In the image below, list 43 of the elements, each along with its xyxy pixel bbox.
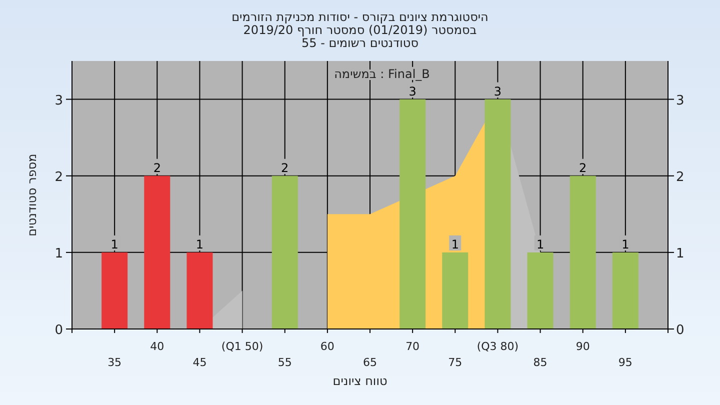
data-label: 1 <box>536 237 544 252</box>
chart-title: היסטוגרמת ציונים בקורס - יסודות מכניקת הזורמים <box>232 10 488 24</box>
data-label: 3 <box>408 84 416 98</box>
x-tick-label: 75 <box>448 356 462 369</box>
x-tick-label: 95 <box>618 356 632 369</box>
bar <box>400 99 426 329</box>
data-label: 1 <box>451 237 459 252</box>
x-tick-label: 60 <box>320 340 334 353</box>
bar <box>442 252 468 329</box>
data-label: 1 <box>622 237 630 252</box>
y2-tick-label: 0 <box>676 323 684 338</box>
y-tick-label: 3 <box>54 93 63 108</box>
data-label: 1 <box>110 237 118 252</box>
x-tick-label: (Q1 50) <box>221 340 264 353</box>
y-tick-label: 1 <box>54 246 63 262</box>
bar <box>272 176 298 329</box>
y2-tick-label: 1 <box>676 246 684 262</box>
data-label: 2 <box>153 160 161 175</box>
bar <box>186 252 213 329</box>
bar <box>612 252 638 329</box>
data-label: 1 <box>196 237 204 252</box>
y-tick-label: 0 <box>54 323 63 338</box>
x-tick-label: 40 <box>150 340 164 353</box>
data-label: 2 <box>281 160 289 175</box>
x-tick-label: (Q3 80) <box>476 340 519 353</box>
data-label: 3 <box>494 84 502 98</box>
y2-tick-label: 3 <box>676 93 684 108</box>
bar <box>570 176 596 329</box>
bar <box>102 252 128 329</box>
x-tick-label: 85 <box>533 356 548 369</box>
x-tick-label: 65 <box>363 356 377 369</box>
x-tick-label: 45 <box>192 356 207 369</box>
bar <box>144 176 170 329</box>
y2-tick-label: 2 <box>676 170 684 185</box>
x-tick-label: 70 <box>406 340 420 353</box>
x-axis-title: טווח ציונים <box>332 374 388 388</box>
data-label: 2 <box>579 160 587 175</box>
y-tick-label: 2 <box>54 170 63 185</box>
y-axis-title: מספר סטודנטים <box>25 154 39 236</box>
x-tick-label: 90 <box>576 340 590 353</box>
x-tick-label: 35 <box>108 356 122 369</box>
chart-subtitle: בסמסטר (01/2019) סמסטר חורף 2019/20 סטודנטים רשומים - 55 <box>243 23 477 50</box>
x-tick-label: 55 <box>278 356 292 369</box>
